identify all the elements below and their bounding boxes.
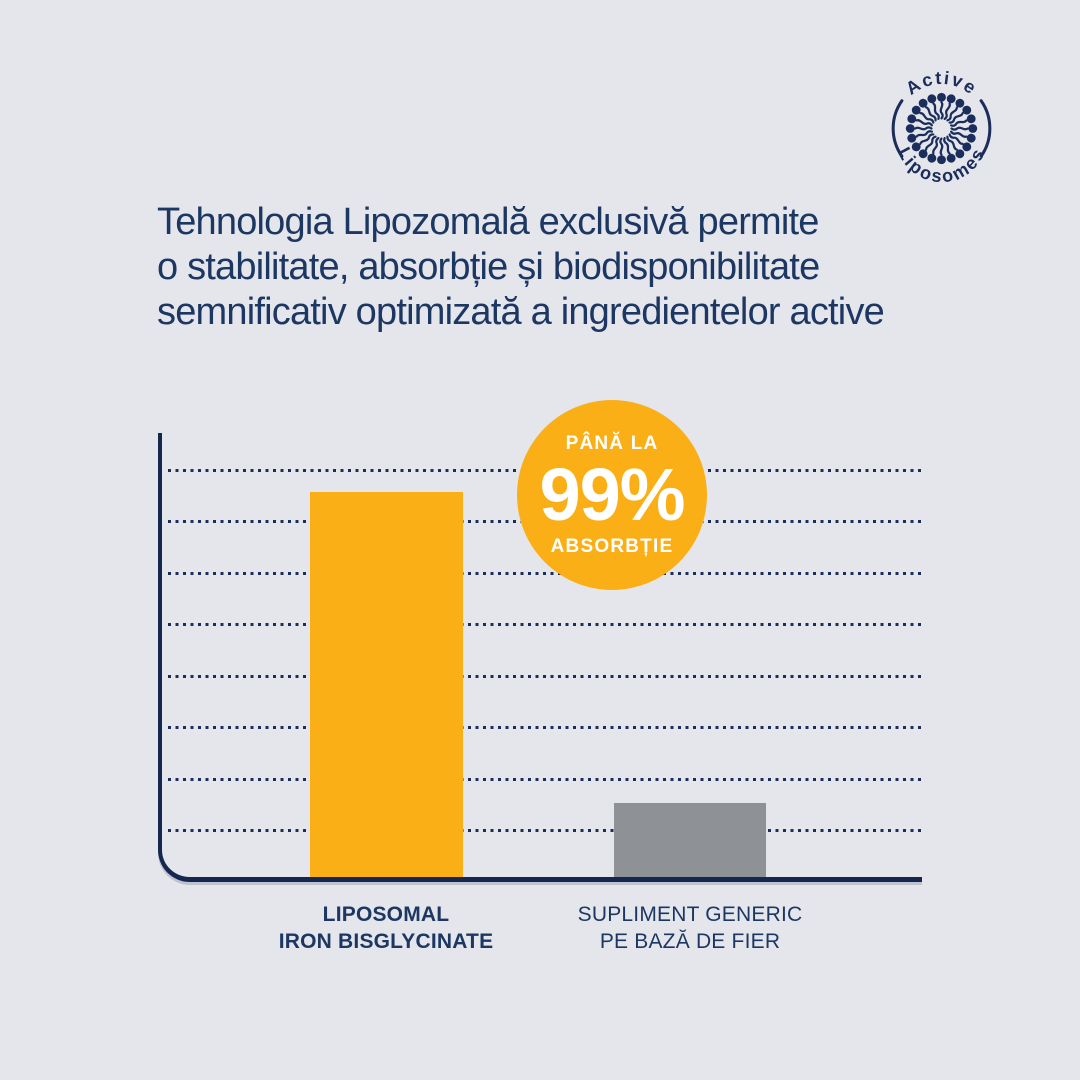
headline-line-1: Tehnologia Lipozomală exclusivă permite (157, 201, 819, 243)
bar-label-generic-line-1: SUPLIMENT GENERIC (577, 903, 803, 926)
gridline (168, 675, 922, 678)
gridline (168, 726, 922, 729)
active-liposomes-logo: Active Liposomes (891, 68, 992, 186)
bar-label-generic: SUPLIMENT GENERIC PE BAZĂ DE FIER (480, 901, 900, 955)
absorption-bar-chart: PÂNĂ LA 99% ABSORBȚIE (158, 400, 922, 882)
badge-value: 99% (539, 452, 685, 536)
gridline (168, 829, 922, 832)
headline-line-3: semnificativ optimizată a ingredientelor… (157, 291, 885, 333)
bar-label-generic-line-2: PE BAZĂ DE FIER (599, 930, 781, 953)
bar-generic-iron (614, 803, 766, 877)
logo-paren-left-icon (891, 99, 904, 158)
headline-line-2: o stabilitate, absorbție și biodisponibi… (157, 246, 820, 288)
badge-suffix: ABSORBȚIE (550, 535, 674, 557)
gridline (168, 572, 922, 575)
logo-paren-right-icon (979, 99, 992, 158)
absorption-badge: PÂNĂ LA 99% ABSORBȚIE (517, 400, 707, 590)
page-title: Tehnologia Lipozomală exclusivă permite … (157, 200, 977, 335)
bar-label-liposomal-line-1: LIPOSOMAL (322, 903, 450, 926)
bar-label-liposomal: LIPOSOMAL IRON BISGLYCINATE (176, 901, 596, 955)
bar-liposomal-iron (310, 492, 463, 877)
gridline (168, 623, 922, 626)
bar-label-liposomal-line-2: IRON BISGLYCINATE (278, 930, 494, 953)
gridline (168, 778, 922, 781)
badge-prefix: PÂNĂ LA (565, 432, 659, 454)
